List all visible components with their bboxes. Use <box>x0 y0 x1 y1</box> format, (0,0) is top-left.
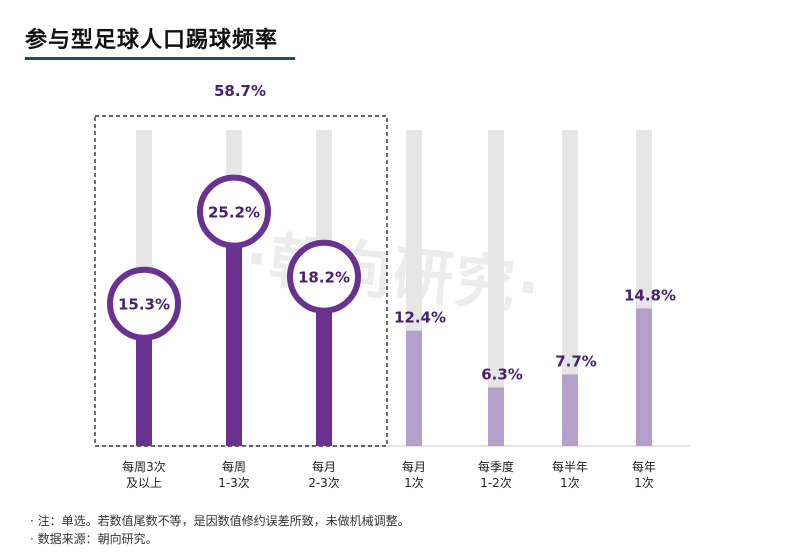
bar-track <box>562 130 578 446</box>
x-tick-label: 每年 <box>632 459 656 474</box>
x-tick-label: 每月 <box>402 459 426 474</box>
x-tick-label: 每季度 <box>478 459 514 474</box>
bar <box>226 211 242 446</box>
bar-track <box>488 130 504 446</box>
data-label: 18.2% <box>298 269 350 287</box>
x-tick-label: 每周3次 <box>122 459 166 474</box>
x-tick-label: 2-3次 <box>308 476 340 490</box>
x-tick-label: 每周 <box>222 459 246 474</box>
bar <box>406 330 422 446</box>
x-tick-label: 1次 <box>404 476 424 490</box>
title-underline <box>25 57 295 60</box>
x-tick-label: 1-3次 <box>218 476 250 490</box>
x-tick-label: 每半年 <box>552 459 588 474</box>
chart-title: 参与型足球人口踢球频率 <box>25 28 279 53</box>
bar <box>562 374 578 446</box>
x-tick-label: 1次 <box>634 476 654 490</box>
group-box <box>94 115 388 447</box>
data-label: 14.8% <box>624 286 676 304</box>
x-tick-label: 及以上 <box>126 476 162 490</box>
group-total-label: 58.7% <box>214 82 266 100</box>
data-label: 6.3% <box>481 365 523 383</box>
x-tick-label: 1次 <box>560 476 580 490</box>
bar <box>488 387 504 446</box>
bar <box>636 308 652 446</box>
data-label: 12.4% <box>394 309 446 327</box>
value-circle <box>287 239 361 314</box>
footnote: · 注：单选。若数值尾数不等，是因数值修约误差所致，未做机械调整。 <box>30 514 410 528</box>
data-label: 25.2% <box>208 204 260 222</box>
bar <box>316 276 332 446</box>
value-circle <box>107 266 181 341</box>
data-label: 15.3% <box>118 296 170 314</box>
source-note: · 数据来源：朝向研究。 <box>30 532 158 546</box>
x-tick-label: 每月 <box>312 459 336 474</box>
value-circle <box>197 174 271 249</box>
x-tick-label: 1-2次 <box>480 476 512 490</box>
data-label: 7.7% <box>555 352 597 370</box>
